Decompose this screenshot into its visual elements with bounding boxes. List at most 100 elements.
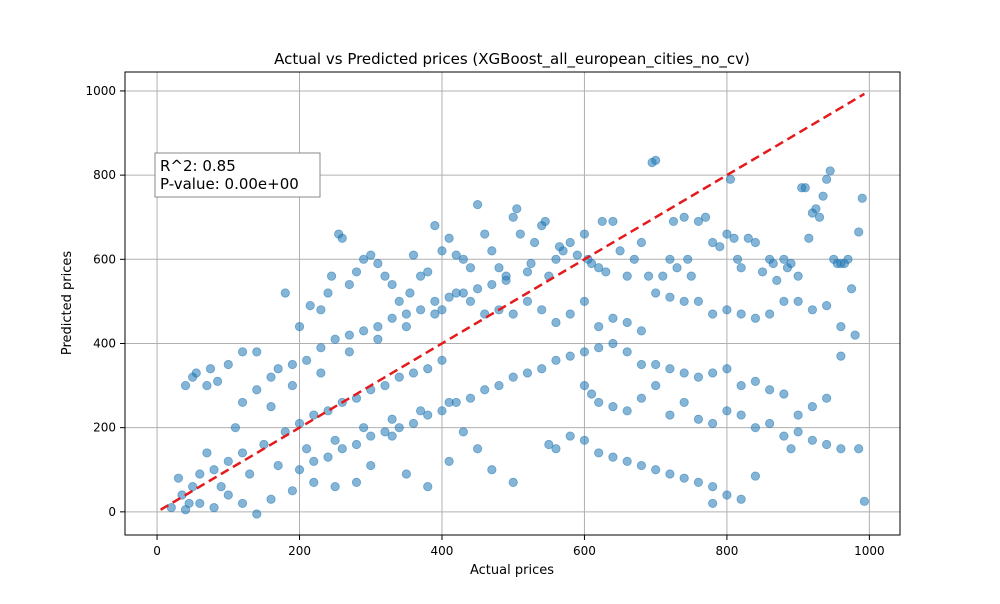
- data-point: [622, 347, 632, 357]
- data-point: [846, 284, 857, 294]
- data-point: [437, 305, 447, 315]
- data-point: [508, 309, 518, 319]
- data-point: [594, 397, 604, 408]
- data-point: [337, 444, 347, 454]
- data-point: [316, 368, 326, 378]
- data-point: [643, 271, 654, 281]
- data-point: [811, 204, 821, 214]
- data-point: [416, 305, 426, 315]
- data-point: [722, 305, 732, 315]
- data-point: [316, 343, 326, 353]
- data-point: [658, 271, 668, 281]
- data-point: [708, 368, 718, 378]
- data-point: [679, 397, 689, 408]
- data-point: [213, 376, 223, 386]
- data-point: [736, 309, 746, 319]
- data-point: [202, 448, 212, 458]
- data-point: [430, 221, 440, 231]
- data-point: [594, 343, 604, 353]
- data-point: [287, 359, 297, 370]
- data-point: [665, 254, 675, 264]
- x-tick-label: 400: [431, 544, 454, 558]
- data-point: [430, 309, 440, 319]
- data-point: [237, 347, 248, 357]
- data-point: [565, 351, 575, 361]
- data-point: [736, 263, 746, 273]
- data-point: [191, 368, 201, 378]
- data-point: [180, 380, 191, 391]
- data-point: [793, 296, 803, 306]
- data-point: [230, 423, 241, 433]
- plot-frame: [124, 71, 901, 536]
- data-point: [205, 364, 216, 374]
- data-point: [622, 317, 632, 328]
- data-point: [679, 368, 689, 378]
- data-point: [223, 490, 233, 500]
- data-point: [202, 380, 212, 391]
- data-point: [818, 191, 828, 201]
- y-axis-ticks: 0 200 400 600 800 1000: [85, 84, 125, 519]
- x-axis-ticks: 0 200 400 600 800 1000: [153, 535, 885, 558]
- data-point: [245, 469, 255, 479]
- data-point: [822, 174, 832, 184]
- data-point: [501, 275, 511, 285]
- y-tick-label: 0: [108, 505, 116, 519]
- data-point: [173, 473, 184, 483]
- x-tick-label: 0: [153, 544, 161, 558]
- data-point: [693, 414, 704, 424]
- data-point: [394, 423, 404, 433]
- data-point: [472, 284, 483, 294]
- data-point: [508, 372, 518, 382]
- data-point: [544, 439, 554, 450]
- data-point: [693, 372, 704, 382]
- data-point: [807, 402, 817, 412]
- data-point: [736, 410, 746, 420]
- data-point: [793, 410, 803, 420]
- data-point: [800, 183, 810, 193]
- data-point: [750, 471, 760, 481]
- data-point: [565, 309, 575, 319]
- data-point: [679, 296, 689, 306]
- data-point: [636, 326, 647, 336]
- data-point: [266, 402, 276, 412]
- data-point: [722, 229, 732, 239]
- data-point: [494, 263, 504, 273]
- data-point: [665, 410, 675, 420]
- data-point: [729, 233, 739, 243]
- data-point: [252, 385, 262, 395]
- data-point: [472, 444, 483, 454]
- data-point: [622, 456, 632, 466]
- data-point: [594, 448, 604, 458]
- data-point: [465, 393, 476, 403]
- data-point: [387, 414, 397, 424]
- data-point: [615, 246, 625, 256]
- data-point: [465, 296, 476, 306]
- data-point: [522, 296, 533, 306]
- data-point: [665, 469, 675, 479]
- data-point: [223, 456, 233, 466]
- data-point: [804, 233, 814, 243]
- data-point: [822, 301, 832, 311]
- p-value-text: P-value: 0.00e+00: [160, 175, 299, 193]
- data-point: [551, 355, 561, 365]
- data-point: [529, 237, 540, 248]
- data-point: [779, 296, 789, 306]
- data-point: [683, 254, 693, 264]
- data-point: [672, 263, 682, 273]
- data-point: [565, 431, 575, 441]
- data-point: [305, 301, 315, 311]
- data-point: [373, 334, 383, 344]
- data-point: [708, 498, 718, 509]
- data-point: [423, 267, 433, 277]
- data-point: [423, 364, 433, 374]
- data-point: [629, 254, 639, 264]
- data-point: [480, 385, 490, 395]
- data-point: [736, 494, 746, 504]
- data-point: [708, 309, 718, 319]
- data-point: [252, 347, 262, 357]
- data-point: [768, 258, 778, 269]
- data-point: [597, 216, 607, 227]
- data-point: [668, 216, 679, 227]
- data-point: [266, 372, 276, 382]
